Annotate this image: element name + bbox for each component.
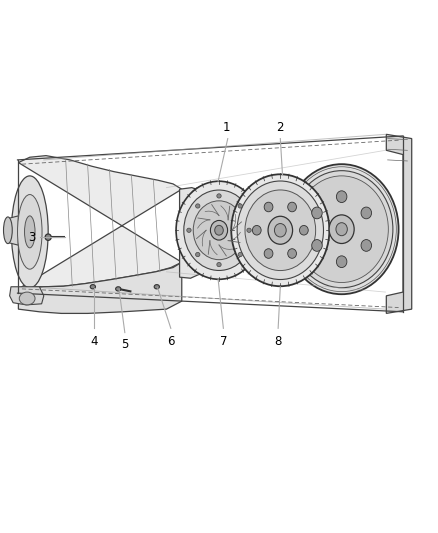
Text: 2: 2 (276, 122, 283, 134)
Ellipse shape (195, 253, 200, 257)
Ellipse shape (329, 215, 354, 244)
Ellipse shape (116, 287, 121, 291)
Ellipse shape (275, 223, 286, 237)
Polygon shape (10, 287, 44, 305)
Ellipse shape (238, 204, 243, 208)
Ellipse shape (290, 171, 393, 288)
Ellipse shape (154, 285, 159, 289)
Ellipse shape (295, 176, 389, 282)
Ellipse shape (336, 256, 347, 268)
Ellipse shape (184, 190, 254, 270)
Polygon shape (180, 188, 206, 278)
Ellipse shape (18, 195, 42, 269)
Ellipse shape (176, 181, 262, 279)
Ellipse shape (231, 174, 329, 286)
Ellipse shape (215, 225, 223, 235)
Ellipse shape (252, 225, 261, 235)
Ellipse shape (285, 164, 399, 294)
Ellipse shape (187, 228, 191, 232)
Polygon shape (18, 262, 182, 313)
Ellipse shape (238, 253, 243, 257)
Ellipse shape (237, 181, 324, 279)
Ellipse shape (25, 216, 35, 248)
Ellipse shape (19, 292, 35, 305)
Polygon shape (18, 156, 182, 289)
Ellipse shape (336, 223, 347, 236)
Ellipse shape (264, 249, 273, 259)
Ellipse shape (312, 240, 322, 252)
Ellipse shape (300, 225, 308, 235)
Ellipse shape (288, 202, 297, 212)
Ellipse shape (210, 221, 228, 240)
Text: 4: 4 (90, 335, 98, 348)
Text: 7: 7 (219, 335, 227, 348)
Ellipse shape (11, 176, 48, 288)
Polygon shape (386, 134, 412, 313)
Ellipse shape (288, 249, 297, 259)
Ellipse shape (45, 234, 51, 240)
Ellipse shape (268, 216, 293, 244)
Ellipse shape (181, 187, 223, 274)
Ellipse shape (90, 285, 95, 289)
Ellipse shape (336, 191, 347, 203)
Ellipse shape (217, 194, 221, 198)
Text: 8: 8 (275, 335, 282, 348)
Ellipse shape (195, 204, 200, 208)
Polygon shape (8, 216, 18, 245)
Ellipse shape (361, 240, 371, 252)
Ellipse shape (4, 217, 12, 244)
Text: 1: 1 (223, 122, 231, 134)
Text: 6: 6 (167, 335, 175, 348)
Ellipse shape (217, 262, 221, 266)
Ellipse shape (312, 207, 322, 219)
Text: 5: 5 (121, 338, 128, 351)
Ellipse shape (245, 190, 316, 271)
Text: 3: 3 (28, 231, 36, 244)
Ellipse shape (247, 228, 251, 232)
Ellipse shape (264, 202, 273, 212)
Ellipse shape (361, 207, 371, 219)
Ellipse shape (193, 201, 245, 260)
